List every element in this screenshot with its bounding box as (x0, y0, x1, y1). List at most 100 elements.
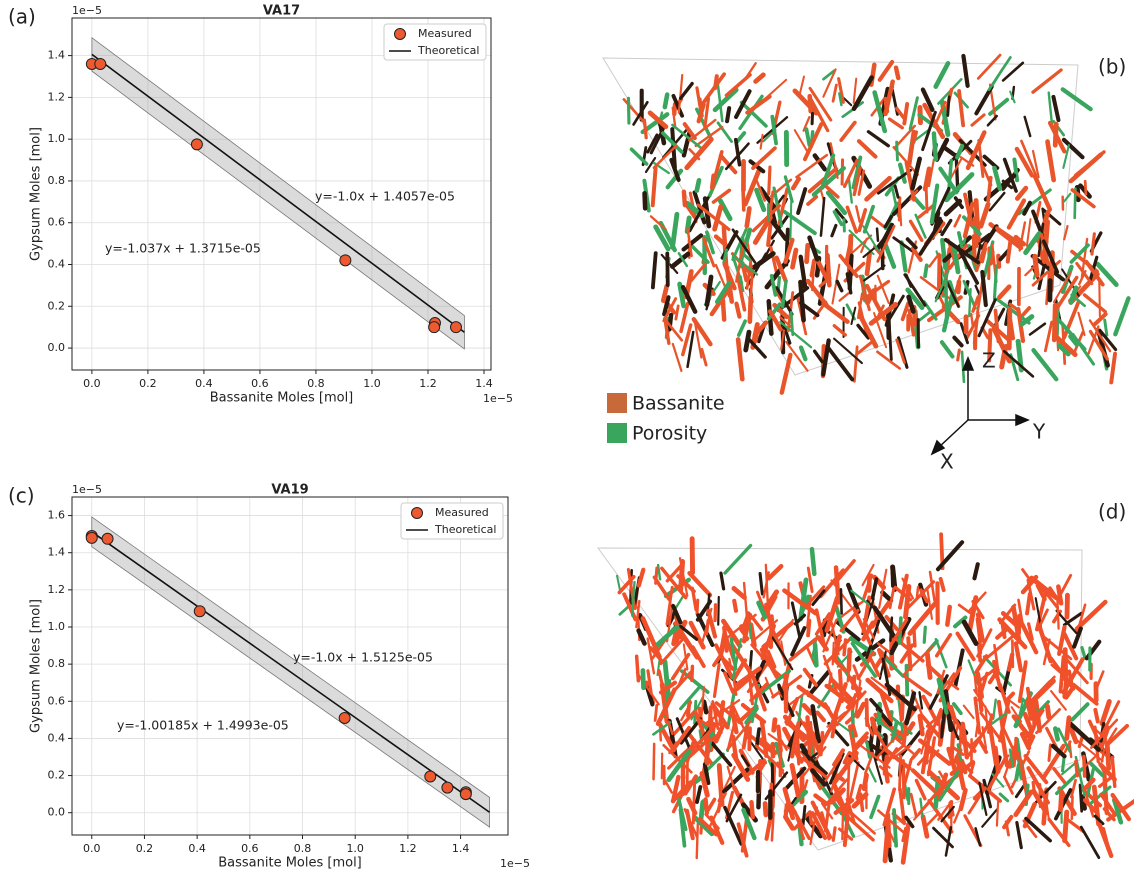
axis-3d-label: Z (982, 349, 996, 373)
fiber (1032, 253, 1040, 278)
fiber (1031, 348, 1059, 382)
fiber (1047, 743, 1052, 762)
fiber (820, 153, 836, 190)
fiber (650, 251, 658, 290)
fiber (790, 601, 802, 638)
fiber (702, 237, 716, 268)
fiber (1014, 783, 1026, 799)
fiber (662, 295, 671, 317)
fiber (1062, 144, 1070, 169)
fiber (764, 602, 775, 634)
fiber (904, 815, 915, 829)
fiber (920, 87, 935, 112)
fiber (837, 77, 845, 104)
fiber (789, 310, 795, 337)
fiber (954, 152, 960, 193)
fiber (862, 204, 875, 234)
axis-3d-label: X (940, 450, 954, 474)
fiber (780, 279, 788, 309)
fiber (890, 719, 899, 743)
fiber (850, 641, 877, 678)
fiber (716, 121, 733, 143)
fiber (1099, 792, 1117, 816)
fiber (917, 781, 946, 816)
fiber (888, 587, 896, 610)
fiber (1002, 814, 1014, 830)
fiber (655, 687, 677, 726)
fiber (686, 227, 693, 258)
fiber (882, 747, 912, 771)
fiber (783, 237, 795, 265)
fiber (886, 812, 892, 848)
fiber (918, 219, 944, 256)
fiber (653, 703, 659, 722)
fiber (846, 815, 875, 842)
fiber (835, 279, 844, 293)
fiber (652, 575, 671, 602)
fiber (1070, 188, 1096, 209)
fiber (825, 190, 848, 216)
fiber (869, 697, 883, 713)
fiber (848, 761, 860, 802)
legend-swatch (607, 393, 627, 413)
fiber (716, 799, 723, 813)
fiber (864, 717, 874, 737)
fiber (718, 635, 727, 657)
x-tick-label: 0.4 (188, 842, 206, 855)
fiber (935, 632, 953, 658)
fiber (1035, 583, 1047, 602)
fiber (671, 93, 685, 118)
fiber (988, 97, 1010, 116)
x-tick-label: 0.8 (307, 377, 325, 390)
fiber (687, 570, 713, 598)
fiber (694, 177, 702, 193)
fiber (862, 247, 876, 258)
fiber (1016, 613, 1022, 636)
fiber (810, 768, 827, 787)
chart: 0.0 0.2 0.4 0.6 0.8 1.0 1.2 1.4 0.0 0.2 0.4 0.6 0.8 1… (29, 483, 530, 871)
fiber (870, 577, 879, 600)
fiber (1010, 706, 1023, 723)
fiber (863, 264, 886, 282)
fiber (679, 684, 702, 711)
fiber (1066, 818, 1085, 834)
fiber (662, 297, 678, 323)
fiber (999, 343, 1009, 370)
x-axis-label: Bassanite Moles [mol] (218, 856, 362, 871)
y-axis-label: Gypsum Moles [mol] (29, 127, 44, 261)
fit-line (91, 53, 465, 333)
fiber (802, 122, 824, 162)
fiber (809, 97, 830, 133)
fiber (900, 301, 911, 322)
fiber (842, 158, 859, 189)
fiber (650, 638, 662, 659)
fiber (1060, 760, 1078, 776)
fiber (891, 618, 909, 643)
fiber (1110, 755, 1117, 789)
fiber (816, 259, 831, 284)
fiber (678, 807, 687, 848)
fiber (1056, 584, 1064, 606)
fiber (839, 608, 860, 633)
fiber (680, 284, 698, 314)
fiber (646, 637, 656, 675)
fiber (1089, 723, 1108, 741)
fiber (970, 732, 984, 747)
fiber (759, 719, 769, 758)
fiber (665, 251, 670, 288)
fiber (1001, 179, 1014, 190)
fiber (710, 741, 733, 767)
fiber (684, 808, 695, 841)
fiber (865, 741, 872, 759)
y-tick-label: 1.4 (48, 49, 66, 62)
fiber (782, 786, 796, 821)
legend-label: Bassanite (632, 393, 725, 415)
fiber (747, 295, 754, 325)
fiber (1087, 785, 1112, 807)
fiber (665, 168, 684, 190)
fiber (934, 269, 950, 303)
y-tick-label: 1.2 (48, 90, 66, 103)
data-point (85, 531, 98, 544)
fiber (832, 324, 847, 337)
fiber (801, 756, 828, 779)
